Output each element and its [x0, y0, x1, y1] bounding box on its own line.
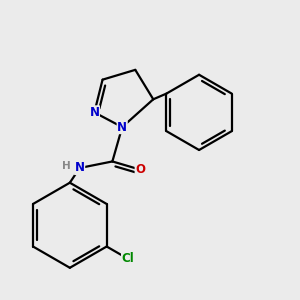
Text: O: O — [135, 163, 145, 176]
Text: N: N — [89, 106, 99, 119]
Text: N: N — [75, 161, 85, 175]
Text: H: H — [62, 161, 71, 171]
Text: N: N — [117, 121, 127, 134]
Text: Cl: Cl — [122, 252, 134, 265]
